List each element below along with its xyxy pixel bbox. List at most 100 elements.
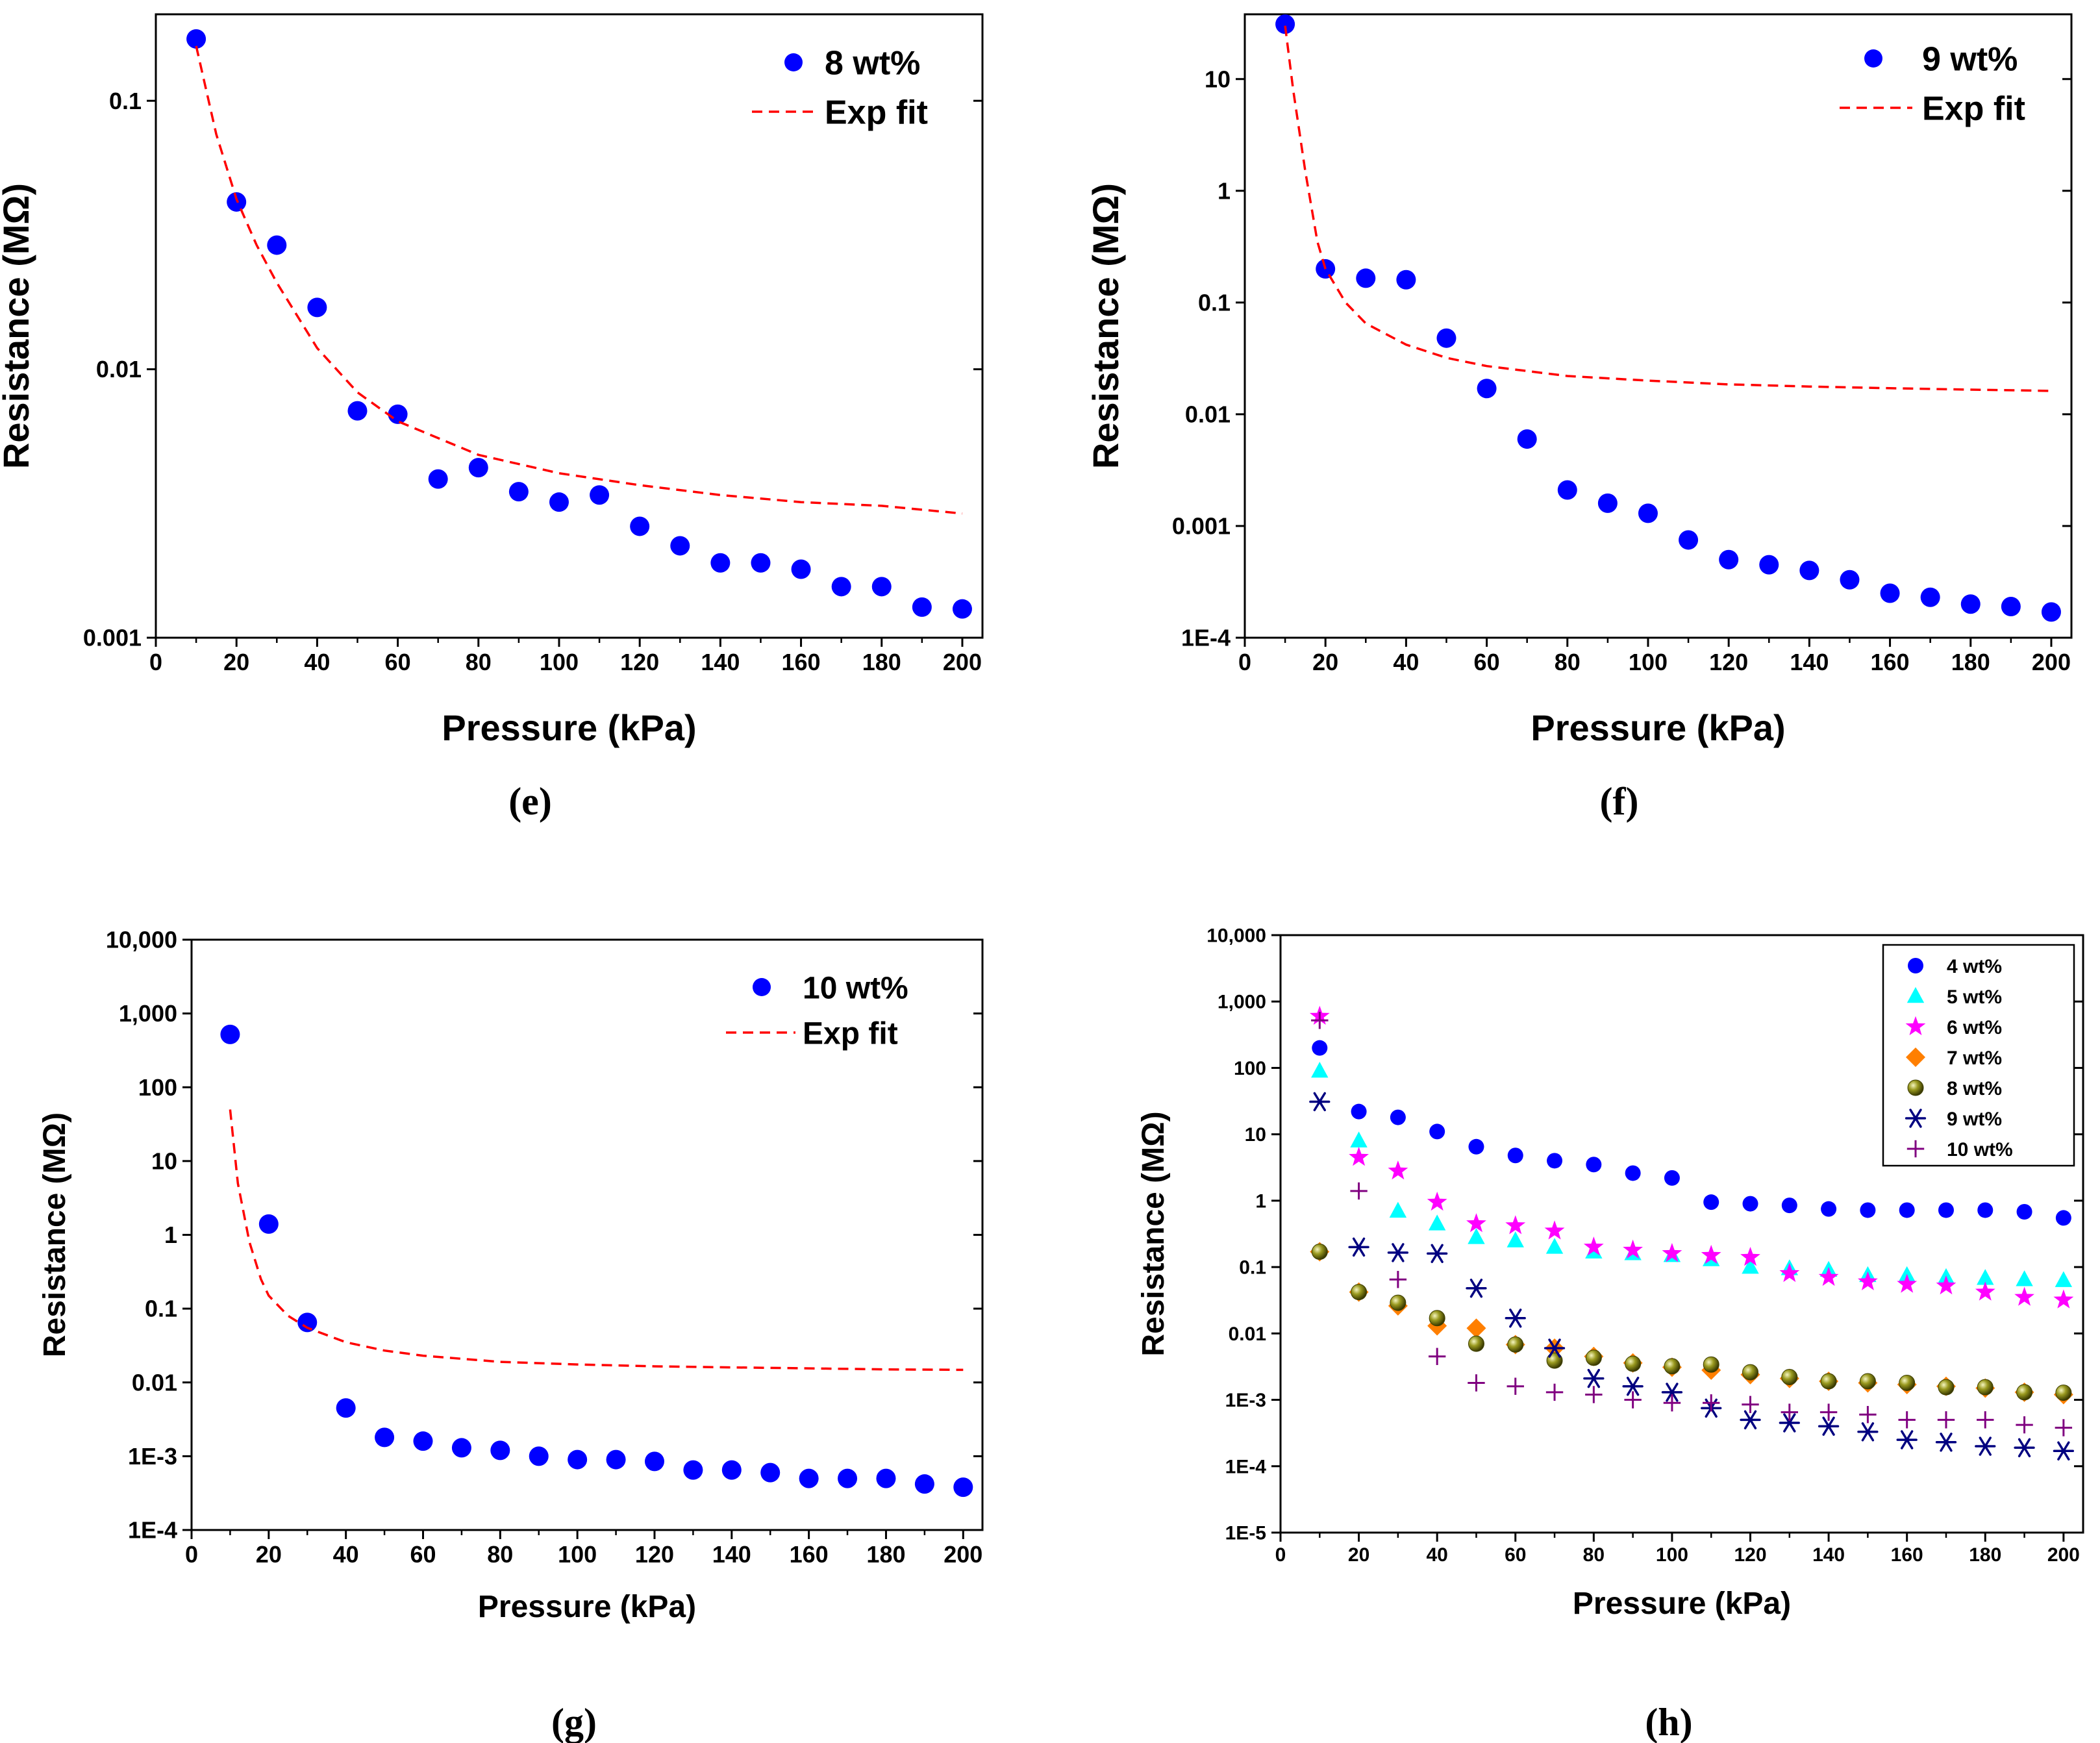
- x-tick-label: 140: [712, 1541, 751, 1568]
- data-point: [1977, 1411, 1994, 1428]
- data-point: [1427, 1192, 1447, 1210]
- data-point: [1390, 1202, 1406, 1218]
- data-point: [2016, 1270, 2032, 1286]
- data-point: [953, 599, 972, 619]
- legend: 4 wt%5 wt%6 wt%7 wt%8 wt%9 wt%10 wt%: [1883, 945, 2074, 1166]
- fit-line: [1285, 26, 2051, 391]
- data-point: [1899, 1375, 1915, 1390]
- x-tick-label: 200: [943, 649, 982, 675]
- y-tick-label: 0.1: [1239, 1257, 1266, 1279]
- y-tick-label: 1E-5: [1225, 1523, 1266, 1544]
- data-point: [1719, 550, 1738, 570]
- x-tick-label: 180: [866, 1541, 905, 1568]
- data-point: [1585, 1386, 1602, 1403]
- data-point: [1782, 1198, 1797, 1213]
- data-point: [1938, 1411, 1955, 1428]
- data-point: [429, 470, 448, 489]
- data-point: [1507, 1377, 1524, 1394]
- legend-label: 5 wt%: [1947, 986, 2002, 1008]
- x-tick-label: 160: [790, 1541, 829, 1568]
- data-point: [529, 1446, 549, 1466]
- data-point: [630, 516, 649, 536]
- data-point: [1840, 570, 1859, 590]
- data-point: [452, 1438, 471, 1457]
- data-point: [1860, 1373, 1875, 1389]
- data-point: [469, 458, 488, 477]
- data-point: [2055, 1271, 2072, 1286]
- x-tick-label: 100: [540, 649, 579, 675]
- data-point: [1429, 1310, 1445, 1326]
- data-point: [1546, 1238, 1563, 1253]
- data-point: [1477, 379, 1497, 398]
- data-point: [1468, 1374, 1484, 1391]
- x-axis-title: Pressure (kPa): [442, 707, 696, 748]
- y-tick-label: 10: [151, 1147, 177, 1174]
- data-point: [1436, 329, 1456, 348]
- data-point: [1625, 1356, 1641, 1372]
- data-point: [1961, 594, 1981, 614]
- y-tick-label: 100: [1234, 1058, 1266, 1079]
- data-point: [1312, 1244, 1327, 1260]
- x-tick-label: 160: [1871, 649, 1910, 675]
- data-point: [1396, 270, 1416, 290]
- data-point: [267, 235, 286, 255]
- data-point: [1547, 1153, 1562, 1168]
- legend-marker: [1908, 1080, 1923, 1096]
- x-tick-label: 140: [701, 649, 740, 675]
- y-tick-label: 1,000: [119, 1000, 177, 1027]
- y-tick-label: 0.1: [145, 1296, 177, 1322]
- data-point: [1976, 1438, 1995, 1455]
- data-point: [1899, 1202, 1915, 1218]
- data-point: [549, 492, 569, 512]
- data-point: [1390, 1295, 1406, 1310]
- y-tick-label: 1: [164, 1222, 177, 1248]
- legend-marker: [1908, 958, 1923, 973]
- data-point: [509, 482, 529, 501]
- data-point: [1468, 1228, 1484, 1244]
- data-point: [1390, 1110, 1406, 1125]
- y-axis: 0.001 0.01 0.1: [83, 88, 982, 651]
- y-tick-label: 0.001: [83, 625, 142, 651]
- y-axis-title: Resistance (MΩ): [38, 1112, 72, 1357]
- legend-label: 9 wt%: [1922, 41, 2018, 79]
- x-axis-title: Pressure (kPa): [1531, 707, 1785, 748]
- x-tick-label: 80: [1555, 649, 1581, 675]
- y-axis: 1E-4 0.001 0.01 0.1 1 10: [1172, 66, 2071, 651]
- x-axis-title: Pressure (kPa): [1573, 1586, 1791, 1621]
- data-point: [259, 1214, 279, 1234]
- data-point: [799, 1469, 819, 1488]
- data-point: [1897, 1274, 1917, 1293]
- y-tick-label: 1E-4: [1225, 1456, 1267, 1477]
- data-point: [1388, 1160, 1408, 1179]
- data-point: [1351, 1285, 1367, 1300]
- data-point: [1938, 1202, 1954, 1218]
- data-point: [1428, 1245, 1447, 1262]
- y-tick-label: 0.01: [1185, 401, 1231, 428]
- data-point: [1664, 1394, 1681, 1411]
- figure: 0 20 40 60 80 100 120 140 160 180 2000.0010.010.1P…: [0, 0, 2100, 1743]
- panel-caption: (e): [508, 780, 552, 823]
- x-tick-label: 200: [2032, 649, 2071, 675]
- data-point: [1779, 1263, 1799, 1282]
- data-point: [1938, 1379, 1954, 1395]
- x-tick-label: 120: [620, 649, 659, 675]
- y-tick-label: 0.001: [1172, 513, 1231, 540]
- data-point: [1350, 1183, 1367, 1199]
- data-point: [1821, 1201, 1836, 1217]
- x-tick-label: 20: [256, 1541, 282, 1568]
- series-exp-fit: [230, 1110, 963, 1370]
- y-tick-label: 0.1: [1198, 289, 1231, 316]
- legend-label: Exp fit: [1922, 90, 2025, 128]
- y-tick-label: 1: [1255, 1190, 1266, 1212]
- y-tick-label: 1E-3: [128, 1443, 177, 1470]
- x-tick-label: 60: [385, 649, 411, 675]
- data-point: [1586, 1157, 1601, 1172]
- data-point: [606, 1450, 626, 1470]
- data-point: [722, 1461, 742, 1480]
- x-tick-label: 80: [466, 649, 492, 675]
- x-tick-label: 100: [558, 1541, 597, 1568]
- data-point: [1584, 1370, 1603, 1387]
- x-tick-label: 0: [185, 1541, 198, 1568]
- y-tick-label: 1: [1218, 177, 1231, 204]
- data-point: [1388, 1244, 1407, 1261]
